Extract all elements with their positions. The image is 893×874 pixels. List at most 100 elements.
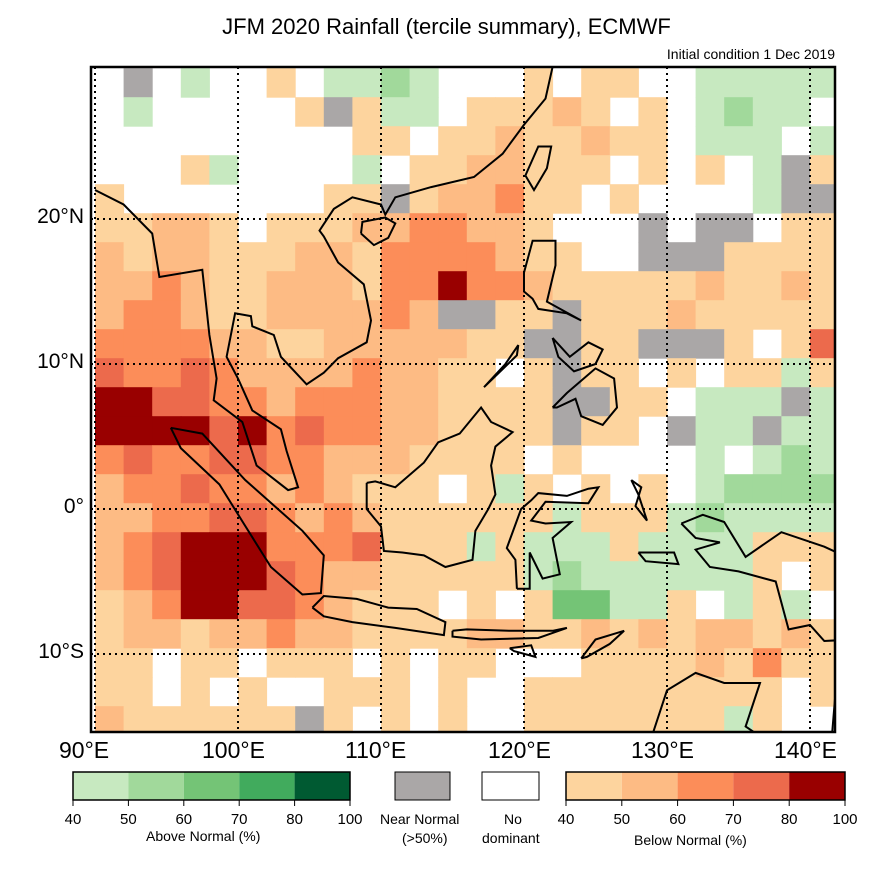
- grid-cell: [381, 590, 411, 620]
- grid-cell: [152, 474, 182, 504]
- grid-cell: [295, 329, 325, 359]
- grid-cell: [581, 155, 611, 185]
- grid-cell: [752, 358, 782, 388]
- grid-cell: [152, 387, 182, 417]
- grid-cell: [123, 706, 153, 732]
- near-normal-sublabel: (>50%): [402, 830, 448, 846]
- grid-cell: [152, 358, 182, 388]
- grid-cell: [352, 68, 382, 98]
- above-normal-tick-label: 50: [120, 811, 137, 828]
- grid-cell: [95, 619, 125, 649]
- grid-cell: [266, 271, 296, 301]
- grid-cell: [667, 271, 697, 301]
- coastline-sumba: [509, 644, 537, 659]
- grid-cell: [123, 677, 153, 707]
- grid-cell: [152, 300, 182, 330]
- grid-cell: [581, 97, 611, 127]
- tercile-cells: [95, 68, 835, 732]
- grid-cell: [466, 532, 496, 562]
- below-normal-tick-label: 80: [781, 811, 798, 828]
- grid-cell: [695, 445, 725, 475]
- grid-cell: [552, 706, 582, 732]
- grid-cell: [524, 590, 554, 620]
- grid-cell: [495, 329, 525, 359]
- grid-cell: [466, 97, 496, 127]
- grid-cell: [95, 358, 125, 388]
- grid-cell: [238, 271, 268, 301]
- grid-cell: [409, 561, 439, 591]
- lon-label: 110°E: [345, 737, 407, 763]
- grid-cell: [266, 619, 296, 649]
- grid-cell: [638, 242, 668, 272]
- grid-cell: [724, 68, 754, 98]
- grid-cell: [638, 706, 668, 732]
- grid-cell: [724, 590, 754, 620]
- grid-cell: [95, 677, 125, 707]
- grid-cell: [724, 416, 754, 446]
- coastline-mindanao: [551, 367, 619, 427]
- grid-cell: [438, 503, 468, 533]
- grid-cell: [781, 619, 811, 649]
- grid-cell: [466, 619, 496, 649]
- no-dominant-swatch: [481, 771, 540, 801]
- grid-cell: [638, 387, 668, 417]
- grid-cell: [409, 68, 439, 98]
- grid-cell: [95, 561, 125, 591]
- grid-cell: [323, 561, 353, 591]
- grid-cell: [409, 503, 439, 533]
- grid-cell: [266, 532, 296, 562]
- grid-cell: [180, 590, 210, 620]
- grid-cell: [381, 416, 411, 446]
- above-normal-swatch: [239, 772, 295, 800]
- grid-cell: [180, 329, 210, 359]
- grid-cell: [752, 126, 782, 156]
- above-normal-tick-label: 100: [337, 811, 362, 828]
- grid-cell: [781, 155, 811, 185]
- grid-cell: [381, 677, 411, 707]
- grid-cell: [524, 97, 554, 127]
- grid-cell: [323, 619, 353, 649]
- grid-cell: [381, 126, 411, 156]
- grid-cell: [381, 300, 411, 330]
- grid-cell: [381, 532, 411, 562]
- grid-cell: [438, 387, 468, 417]
- coastline-borneo: [365, 405, 515, 569]
- near-normal-label: Near Normal: [380, 811, 460, 827]
- grid-cell: [238, 706, 268, 732]
- grid-cell: [752, 532, 782, 562]
- grid-cell: [466, 300, 496, 330]
- grid-cell: [266, 387, 296, 417]
- grid-cell: [695, 242, 725, 272]
- grid-cell: [466, 648, 496, 678]
- grid-cell: [95, 590, 125, 620]
- grid-cell: [295, 387, 325, 417]
- grid-cell: [667, 329, 697, 359]
- grid-cell: [266, 68, 296, 98]
- grid-cell: [180, 474, 210, 504]
- grid-cell: [323, 445, 353, 475]
- lat-label: 10°N: [37, 350, 84, 373]
- grid-cell: [352, 445, 382, 475]
- grid-cell: [209, 416, 239, 446]
- grid-cell: [466, 590, 496, 620]
- grid-cell: [695, 126, 725, 156]
- grid-cell: [752, 184, 782, 214]
- grid-cell: [810, 329, 835, 359]
- grid-cell: [123, 242, 153, 272]
- grid-cell: [752, 97, 782, 127]
- grid-cell: [552, 503, 582, 533]
- grid-cell: [180, 358, 210, 388]
- grid-cell: [95, 416, 125, 446]
- grid-cell: [409, 242, 439, 272]
- grid-cell: [667, 561, 697, 591]
- grid-cell: [438, 445, 468, 475]
- grid-cell: [209, 155, 239, 185]
- grid-cell: [295, 706, 325, 732]
- grid-cell: [638, 648, 668, 678]
- grid-cell: [552, 184, 582, 214]
- grid-cell: [323, 416, 353, 446]
- grid-cell: [724, 677, 754, 707]
- grid-cell: [695, 474, 725, 504]
- grid-cell: [123, 358, 153, 388]
- grid-cell: [323, 474, 353, 504]
